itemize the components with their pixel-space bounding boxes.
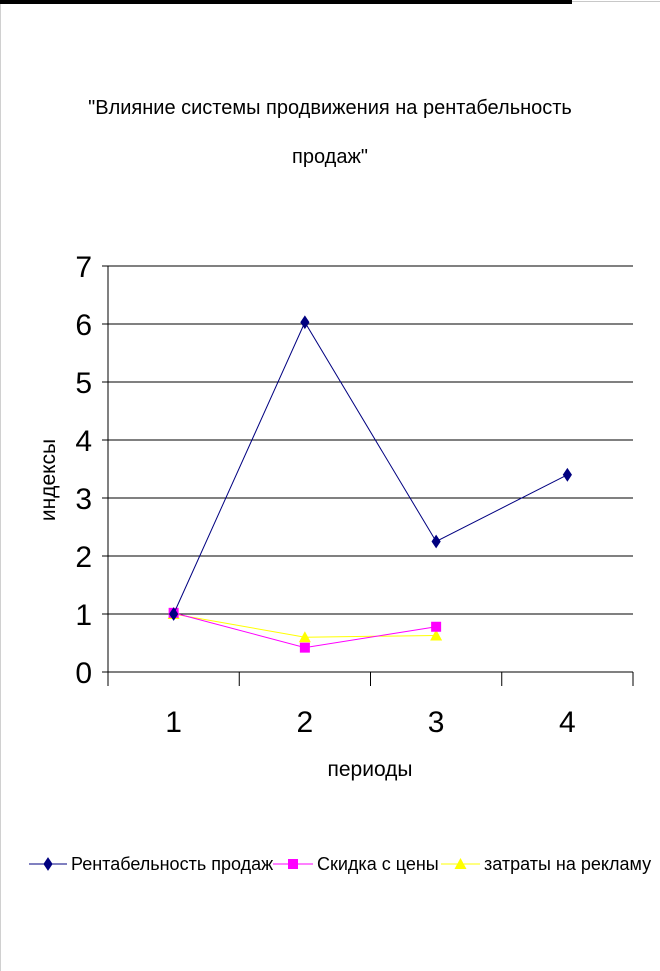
chart-title: "Влияние системы продвижения на рентабел… bbox=[88, 97, 572, 168]
axes bbox=[102, 265, 634, 686]
data-point bbox=[169, 607, 179, 621]
y-axis-title: индексы bbox=[37, 439, 60, 521]
left-border bbox=[0, 4, 1, 971]
data-point bbox=[299, 642, 310, 653]
y-tick-label: 6 bbox=[75, 309, 92, 342]
top-border bbox=[0, 0, 572, 4]
legend-item-3: затраты на рекламу bbox=[441, 854, 651, 874]
y-tick-labels: 0 1 2 3 4 5 6 7 bbox=[75, 251, 92, 690]
top-border-thin bbox=[572, 1, 660, 2]
y-tick-label: 0 bbox=[75, 657, 92, 690]
legend-marker bbox=[454, 858, 467, 869]
legend-item-2: Скидка с цены bbox=[273, 854, 439, 874]
y-tick-label: 3 bbox=[75, 483, 92, 516]
legend: Рентабельность продаж Скидка с цены затрат… bbox=[29, 854, 651, 874]
y-tick-label: 1 bbox=[75, 599, 92, 632]
data-point bbox=[300, 315, 310, 330]
y-tick-label: 7 bbox=[75, 251, 92, 284]
series-1 bbox=[169, 315, 572, 621]
legend-item-1: Рентабельность продаж bbox=[29, 854, 273, 874]
x-tick-label: 4 bbox=[559, 706, 576, 739]
x-tick-label: 2 bbox=[297, 706, 314, 739]
data-point bbox=[431, 621, 442, 632]
x-tick-labels: 1 2 3 4 bbox=[165, 706, 575, 739]
legend-label: Рентабельность продаж bbox=[71, 854, 273, 874]
y-tick-label: 4 bbox=[75, 425, 92, 458]
gridlines bbox=[108, 265, 633, 615]
series-line bbox=[173, 321, 568, 615]
series-line bbox=[173, 612, 437, 649]
chart-title-line-1: "Влияние системы продвижения на рентабел… bbox=[88, 97, 572, 119]
x-tick-label: 1 bbox=[165, 706, 182, 739]
series-3 bbox=[167, 608, 443, 643]
legend-label: Скидка с цены bbox=[317, 854, 439, 874]
legend-label: затраты на рекламу bbox=[484, 854, 651, 874]
legend-marker bbox=[288, 859, 298, 869]
data-point bbox=[562, 467, 572, 482]
y-tick-label: 2 bbox=[75, 541, 92, 574]
x-tick-label: 3 bbox=[428, 706, 445, 739]
data-point bbox=[298, 631, 311, 643]
data-point bbox=[431, 534, 441, 549]
legend-marker bbox=[43, 857, 53, 871]
series-group bbox=[167, 315, 572, 653]
y-tick-label: 5 bbox=[75, 367, 92, 400]
series-2 bbox=[168, 607, 442, 653]
chart-title-line-2: продаж" bbox=[292, 146, 368, 168]
data-point bbox=[430, 629, 443, 641]
x-axis-title: периоды bbox=[327, 758, 412, 781]
